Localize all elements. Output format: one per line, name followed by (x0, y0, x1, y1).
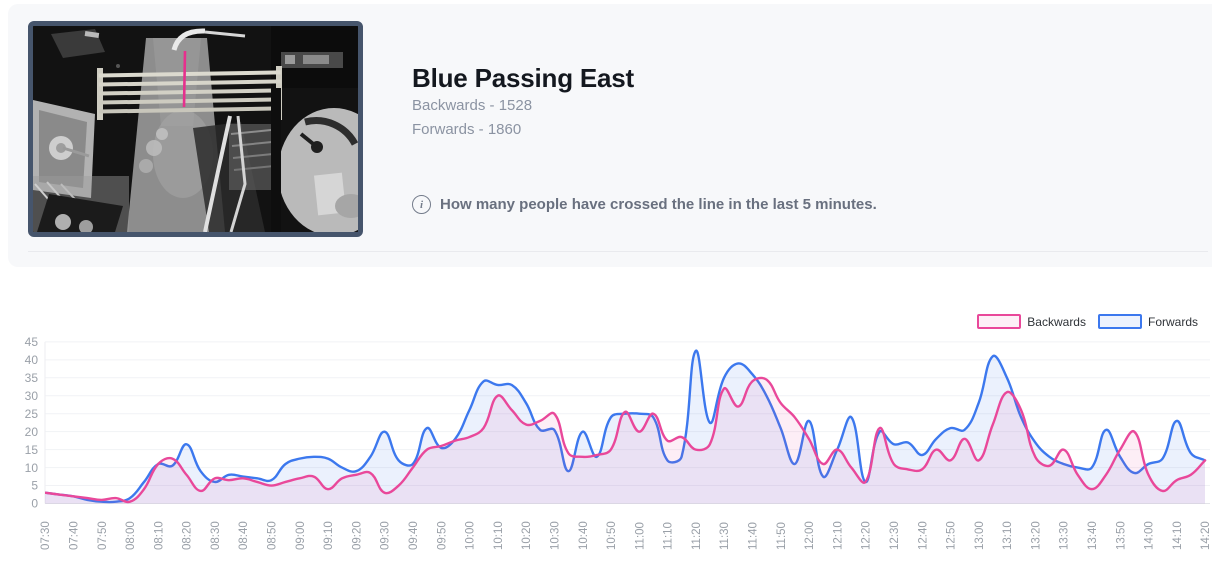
x-tick-label: 12:50 (946, 521, 958, 550)
x-tick-label: 08:20 (182, 521, 194, 550)
x-tick-label: 13:50 (1115, 521, 1127, 550)
x-tick-label: 07:30 (40, 521, 52, 550)
chart-legend: Backwards Forwards (977, 314, 1198, 329)
x-tick-label: 10:30 (549, 521, 561, 550)
x-tick-label: 12:30 (889, 521, 901, 550)
title-block: Blue Passing East Backwards - 1528 Forwa… (412, 62, 634, 142)
x-tick-label: 08:00 (125, 521, 137, 550)
x-tick-label: 12:40 (917, 521, 929, 550)
x-tick-label: 11:40 (748, 522, 760, 550)
y-tick-label: 45 (25, 335, 39, 349)
camera-image (33, 26, 358, 232)
y-tick-label: 10 (25, 461, 39, 475)
x-tick-label: 14:20 (1200, 521, 1212, 550)
x-tick-label: 09:20 (351, 521, 363, 550)
x-tick-label: 08:40 (238, 521, 250, 550)
series-area-forwards (45, 350, 1205, 504)
x-tick-label: 11:50 (776, 522, 788, 550)
page-title: Blue Passing East (412, 63, 635, 93)
y-tick-label: 5 (31, 479, 38, 493)
legend-label-backwards: Backwards (1027, 314, 1086, 329)
info-circle-icon: i (412, 195, 431, 214)
backwards-count: Backwards - 1528 (412, 97, 533, 114)
counting-line (182, 50, 187, 108)
x-tick-label: 09:50 (436, 521, 448, 550)
info-text: How many people have crossed the line in… (440, 196, 877, 213)
camera-thumbnail[interactable] (28, 21, 363, 237)
x-tick-label: 14:10 (1172, 521, 1184, 550)
x-tick-label: 07:50 (97, 521, 109, 550)
info-row: i How many people have crossed the line … (412, 195, 877, 214)
x-tick-label: 10:10 (493, 521, 505, 550)
x-tick-label: 12:20 (861, 521, 873, 550)
x-tick-label: 13:40 (1087, 521, 1099, 550)
y-tick-label: 20 (25, 425, 39, 439)
y-tick-label: 30 (25, 389, 39, 403)
forwards-count: Forwards - 1860 (412, 121, 522, 138)
x-tick-label: 08:30 (210, 521, 222, 550)
series-line-backwards[interactable] (45, 376, 1207, 504)
x-tick-label: 13:20 (1030, 521, 1042, 550)
x-tick-label: 09:00 (295, 521, 307, 550)
x-tick-label: 13:00 (974, 521, 986, 550)
x-tick-label: 08:50 (267, 521, 279, 550)
x-tick-label: 13:10 (1002, 521, 1014, 550)
x-tick-label: 09:30 (380, 521, 392, 550)
y-tick-label: 25 (25, 407, 39, 421)
passing-chart-panel[interactable]: Backwards Forwards 0 5 10 15 20 25 30 35 40 45 07:… (0, 300, 1212, 569)
x-tick-label: 13:30 (1059, 521, 1071, 550)
x-tick-label: 10:20 (521, 521, 533, 550)
y-tick-label: 40 (25, 353, 39, 367)
line-chart[interactable]: 0 5 10 15 20 25 30 35 40 45 07:30 07:40 07:50 08:00 08… (0, 300, 1212, 569)
x-tick-label: 10:40 (578, 521, 590, 550)
legend-swatch-backwards (977, 314, 1022, 329)
x-tick-label: 07:40 (68, 521, 80, 550)
legend-swatch-forwards (1097, 314, 1142, 329)
card-divider (28, 251, 1208, 252)
y-tick-label: 35 (25, 371, 39, 385)
x-tick-label: 08:10 (153, 521, 165, 550)
x-tick-label: 11:10 (663, 522, 675, 550)
legend-label-forwards: Forwards (1147, 314, 1198, 329)
series-area-backwards (45, 377, 1205, 504)
x-tick-label: 12:00 (804, 521, 816, 550)
y-tick-label: 15 (25, 443, 39, 457)
camera-summary-card: Blue Passing East Backwards - 1528 Forwa… (8, 4, 1212, 267)
x-tick-label: 11:30 (719, 522, 731, 550)
x-tick-label: 09:40 (408, 521, 420, 550)
y-tick-label: 0 (31, 497, 38, 511)
x-tick-label: 14:00 (1144, 521, 1156, 550)
legend-item-backwards[interactable]: Backwards (977, 314, 1086, 329)
x-tick-label: 12:10 (832, 521, 844, 550)
x-tick-label: 10:50 (606, 521, 618, 550)
legend-item-forwards[interactable]: Forwards (1097, 314, 1198, 329)
x-tick-label: 11:00 (634, 522, 646, 550)
x-tick-label: 11:20 (691, 522, 703, 550)
x-tick-label: 09:10 (323, 521, 335, 550)
x-tick-label: 10:00 (465, 521, 477, 550)
